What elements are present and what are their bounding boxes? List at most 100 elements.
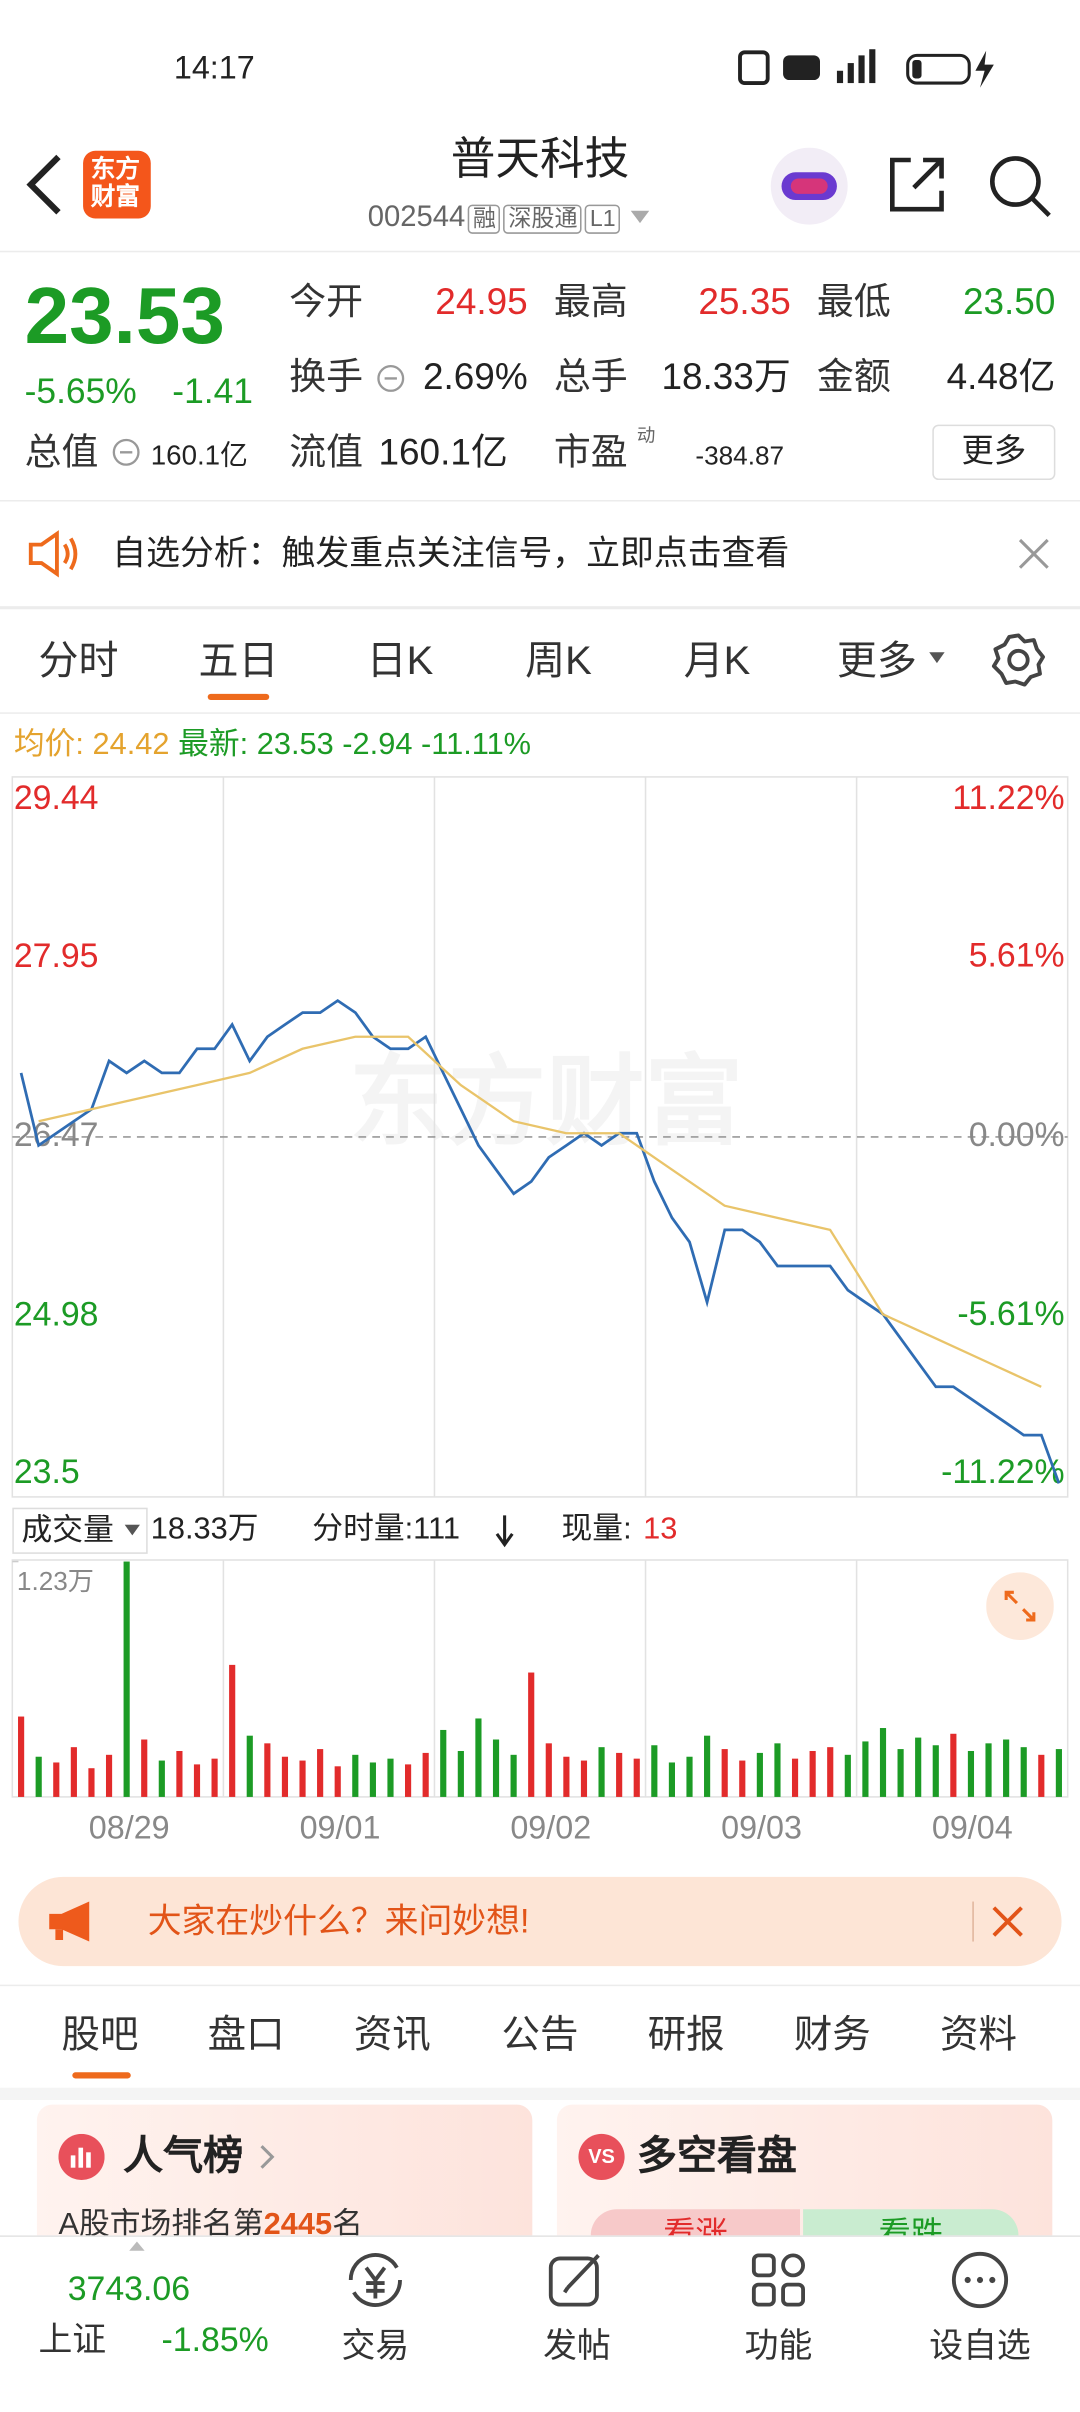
volume-bar bbox=[158, 1760, 165, 1797]
nav-item[interactable]: 交易 bbox=[341, 2326, 410, 2365]
volume-bar bbox=[334, 1766, 341, 1797]
ai-banner[interactable]: 大家在炒什么？来问妙想! bbox=[18, 1876, 1062, 1967]
stat-value: 2.69% bbox=[422, 356, 528, 399]
volume-bar bbox=[422, 1752, 429, 1797]
date-label: 09/02 bbox=[510, 1810, 592, 1847]
volume-bar bbox=[932, 1745, 939, 1797]
stat-value: -384.87 bbox=[695, 441, 785, 471]
y2-tick-label: -5.61% bbox=[957, 1295, 1064, 1333]
notice-text[interactable]: 自选分析：触发重点关注信号，立即点击查看 bbox=[112, 533, 790, 573]
price-line bbox=[19, 998, 1061, 1484]
tab[interactable]: 分时 bbox=[38, 636, 119, 684]
volume-bar bbox=[35, 1756, 42, 1797]
stock-name: 普天科技 bbox=[450, 135, 630, 185]
volume-bar bbox=[774, 1743, 781, 1797]
volume-bar bbox=[827, 1747, 834, 1797]
info-icon[interactable] bbox=[111, 437, 142, 468]
function-icon bbox=[751, 2253, 806, 2307]
volume-bar bbox=[704, 1735, 711, 1797]
tab-active[interactable]: 五日 bbox=[198, 636, 279, 684]
avg-label: 均价: bbox=[13, 727, 84, 762]
nav-item[interactable]: 设自选 bbox=[929, 2326, 1031, 2365]
tab[interactable]: 资讯 bbox=[353, 2013, 431, 2057]
tab[interactable]: 财务 bbox=[793, 2013, 871, 2057]
dropdown-icon bbox=[929, 652, 945, 664]
volume-tick: 分时量:111 bbox=[312, 1512, 460, 1547]
volume-bar bbox=[193, 1764, 201, 1797]
volume-bar bbox=[387, 1758, 394, 1797]
volume-bar bbox=[528, 1672, 535, 1797]
info-icon[interactable] bbox=[375, 363, 406, 394]
volume-bar bbox=[950, 1733, 957, 1797]
index-value[interactable]: 3743.06 bbox=[67, 2269, 191, 2308]
volume-bar bbox=[1038, 1754, 1045, 1797]
megaphone-icon bbox=[49, 1901, 90, 1942]
stat-note: 动 bbox=[636, 424, 656, 447]
banner-text: 大家在炒什么？来问妙想! bbox=[147, 1901, 530, 1941]
stat-value: 25.35 bbox=[698, 281, 791, 324]
stat-value: 24.95 bbox=[435, 281, 528, 324]
tab[interactable]: 周K bbox=[525, 636, 592, 684]
latest-label: 最新: bbox=[178, 727, 249, 762]
search-button[interactable] bbox=[985, 151, 1056, 222]
card-icon bbox=[58, 2133, 105, 2181]
tab[interactable]: 研报 bbox=[647, 2013, 725, 2057]
index-name[interactable]: 上证 bbox=[38, 2320, 107, 2359]
divider bbox=[0, 606, 1080, 610]
volume-bar bbox=[369, 1762, 376, 1797]
card-title: 人气榜 bbox=[123, 2132, 244, 2179]
stat-label: 最低 bbox=[816, 281, 891, 324]
stat-label: 总值 bbox=[24, 432, 99, 474]
nav-item[interactable]: 功能 bbox=[744, 2326, 813, 2365]
volume-bar bbox=[70, 1747, 77, 1797]
volume-selector[interactable]: 成交量 bbox=[12, 1507, 148, 1554]
back-button[interactable] bbox=[22, 151, 71, 219]
tab[interactable]: 盘口 bbox=[207, 2013, 285, 2057]
volume-bar bbox=[1055, 1749, 1062, 1797]
y-tick-label: 29.44 bbox=[14, 779, 99, 817]
latest-value: 23.53 bbox=[256, 727, 334, 762]
stat-value: 160.1亿 bbox=[378, 432, 508, 474]
card-icon: VS bbox=[578, 2133, 625, 2181]
chevron bbox=[260, 2145, 275, 2169]
tab[interactable]: 日K bbox=[366, 636, 434, 684]
stat-value: 4.48亿 bbox=[946, 356, 1056, 399]
dropdown-icon[interactable] bbox=[628, 208, 653, 226]
volume-bar bbox=[475, 1718, 482, 1797]
down-arrow bbox=[495, 1515, 514, 1548]
assistant-icon[interactable] bbox=[769, 146, 849, 226]
stat-value: 160.1亿 bbox=[150, 440, 248, 471]
settings-button[interactable] bbox=[989, 631, 1047, 689]
volume-bar bbox=[967, 1750, 975, 1797]
tab-active[interactable]: 股吧 bbox=[61, 2013, 139, 2057]
expand-button[interactable] bbox=[986, 1572, 1054, 1641]
rank-text: A股市场排名第 bbox=[58, 2207, 264, 2242]
date-label: 08/29 bbox=[88, 1810, 170, 1847]
charts: 东方财富 11.22% 5.61% 0.00% -5.61% -11.22% 29.44 2… bbox=[11, 776, 1069, 1798]
volume-bar bbox=[88, 1768, 95, 1797]
share-button[interactable] bbox=[883, 151, 951, 219]
close-button[interactable] bbox=[991, 1905, 1025, 1939]
volume-bar bbox=[721, 1749, 728, 1797]
more-button[interactable]: 更多 bbox=[932, 424, 1056, 481]
index-change[interactable]: -1.85% bbox=[161, 2320, 269, 2359]
tag: L1 bbox=[585, 204, 621, 234]
bottom-nav: 3743.06 上证 -1.85% 交易 发帖 功能 设自选 bbox=[0, 2235, 1080, 2412]
tab[interactable]: 资料 bbox=[939, 2013, 1017, 2057]
tab[interactable]: 月K bbox=[683, 636, 751, 684]
average-line bbox=[38, 1035, 1042, 1388]
tab[interactable]: 更多 bbox=[836, 636, 917, 684]
volume-bar bbox=[440, 1729, 447, 1797]
y2-tick-label: -11.22% bbox=[941, 1453, 1065, 1491]
tab[interactable]: 公告 bbox=[501, 2013, 579, 2057]
volume-bar bbox=[18, 1716, 25, 1797]
stat-label: 流值 bbox=[289, 432, 364, 474]
divider bbox=[0, 250, 1080, 253]
tag: 深股通 bbox=[503, 204, 583, 234]
volume-bar bbox=[299, 1760, 306, 1797]
volume-bar bbox=[123, 1561, 130, 1797]
nav-item[interactable]: 发帖 bbox=[543, 2326, 611, 2365]
close-button[interactable] bbox=[1017, 537, 1051, 571]
volume-bar bbox=[53, 1762, 60, 1797]
